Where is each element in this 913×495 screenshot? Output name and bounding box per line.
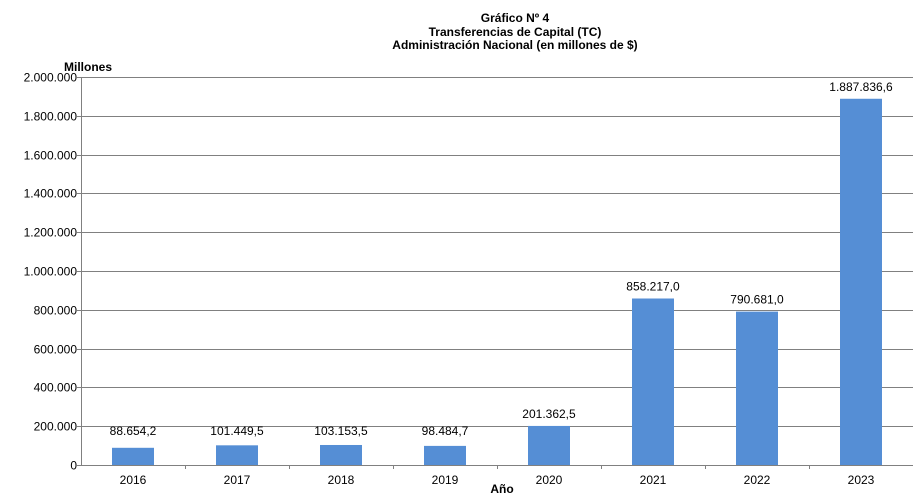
y-axis-label: Millones [64,60,112,74]
y-axis-ticks: 0 200.000 400.000 600.000 800.000 1.000.000 1.… [24,71,81,473]
value-label: 98.484,7 [422,424,469,438]
x-tick-label: 2018 [328,473,355,487]
y-tick-label: 200.000 [34,420,78,434]
bar-2018 [320,444,362,465]
bar-2022 [736,311,778,465]
chart-title: Gráfico Nº 4 [480,11,550,25]
x-tick-label: 2016 [120,473,147,487]
y-tick-label: 1.200.000 [24,226,78,240]
y-tick-label: 600.000 [34,343,78,357]
x-tick-label: 2021 [640,473,667,487]
bar-2017 [216,445,258,465]
value-label: 201.362,5 [522,407,576,421]
x-axis-ticks: 2016 2017 2018 2019 2020 2021 2022 2023 [120,465,875,487]
bar-2019 [424,445,466,465]
bar-2016 [112,447,154,465]
y-tick-label: 0 [70,459,77,473]
x-tick-label: 2020 [536,473,563,487]
x-tick-label: 2023 [848,473,875,487]
chart-title-block: Gráfico Nº 4 Transferencias de Capital (… [0,11,913,53]
chart-subtitle-1: Transferencias de Capital (TC) [428,24,602,39]
x-axis-label: Año [490,482,513,495]
y-tick-label: 1.400.000 [24,187,78,201]
value-label: 103.153,5 [314,424,368,438]
y-tick-label: 2.000.000 [24,71,78,85]
bar-2021 [632,298,674,465]
x-tick-label: 2017 [224,473,251,487]
y-tick-label: 800.000 [34,304,78,318]
x-tick-label: 2019 [432,473,459,487]
value-label: 858.217,0 [626,280,680,294]
value-label: 88.654,2 [110,424,157,438]
y-tick-label: 1.600.000 [24,149,78,163]
value-labels: 88.654,2 101.449,5 103.153,5 98.484,7 201.36… [110,80,893,438]
y-tick-label: 1.800.000 [24,110,78,124]
value-label: 1.887.836,6 [829,80,893,94]
bar-2020 [528,425,570,465]
y-tick-label: 1.000.000 [24,265,78,279]
y-tick-label: 400.000 [34,381,78,395]
bars [112,98,882,465]
gridlines [81,77,913,427]
x-tick-label: 2022 [744,473,771,487]
value-label: 101.449,5 [210,424,264,438]
bar-2023 [840,98,882,465]
chart-subtitle-2: Administración Nacional (en millones de … [392,38,638,52]
value-label: 790.681,0 [730,293,784,307]
